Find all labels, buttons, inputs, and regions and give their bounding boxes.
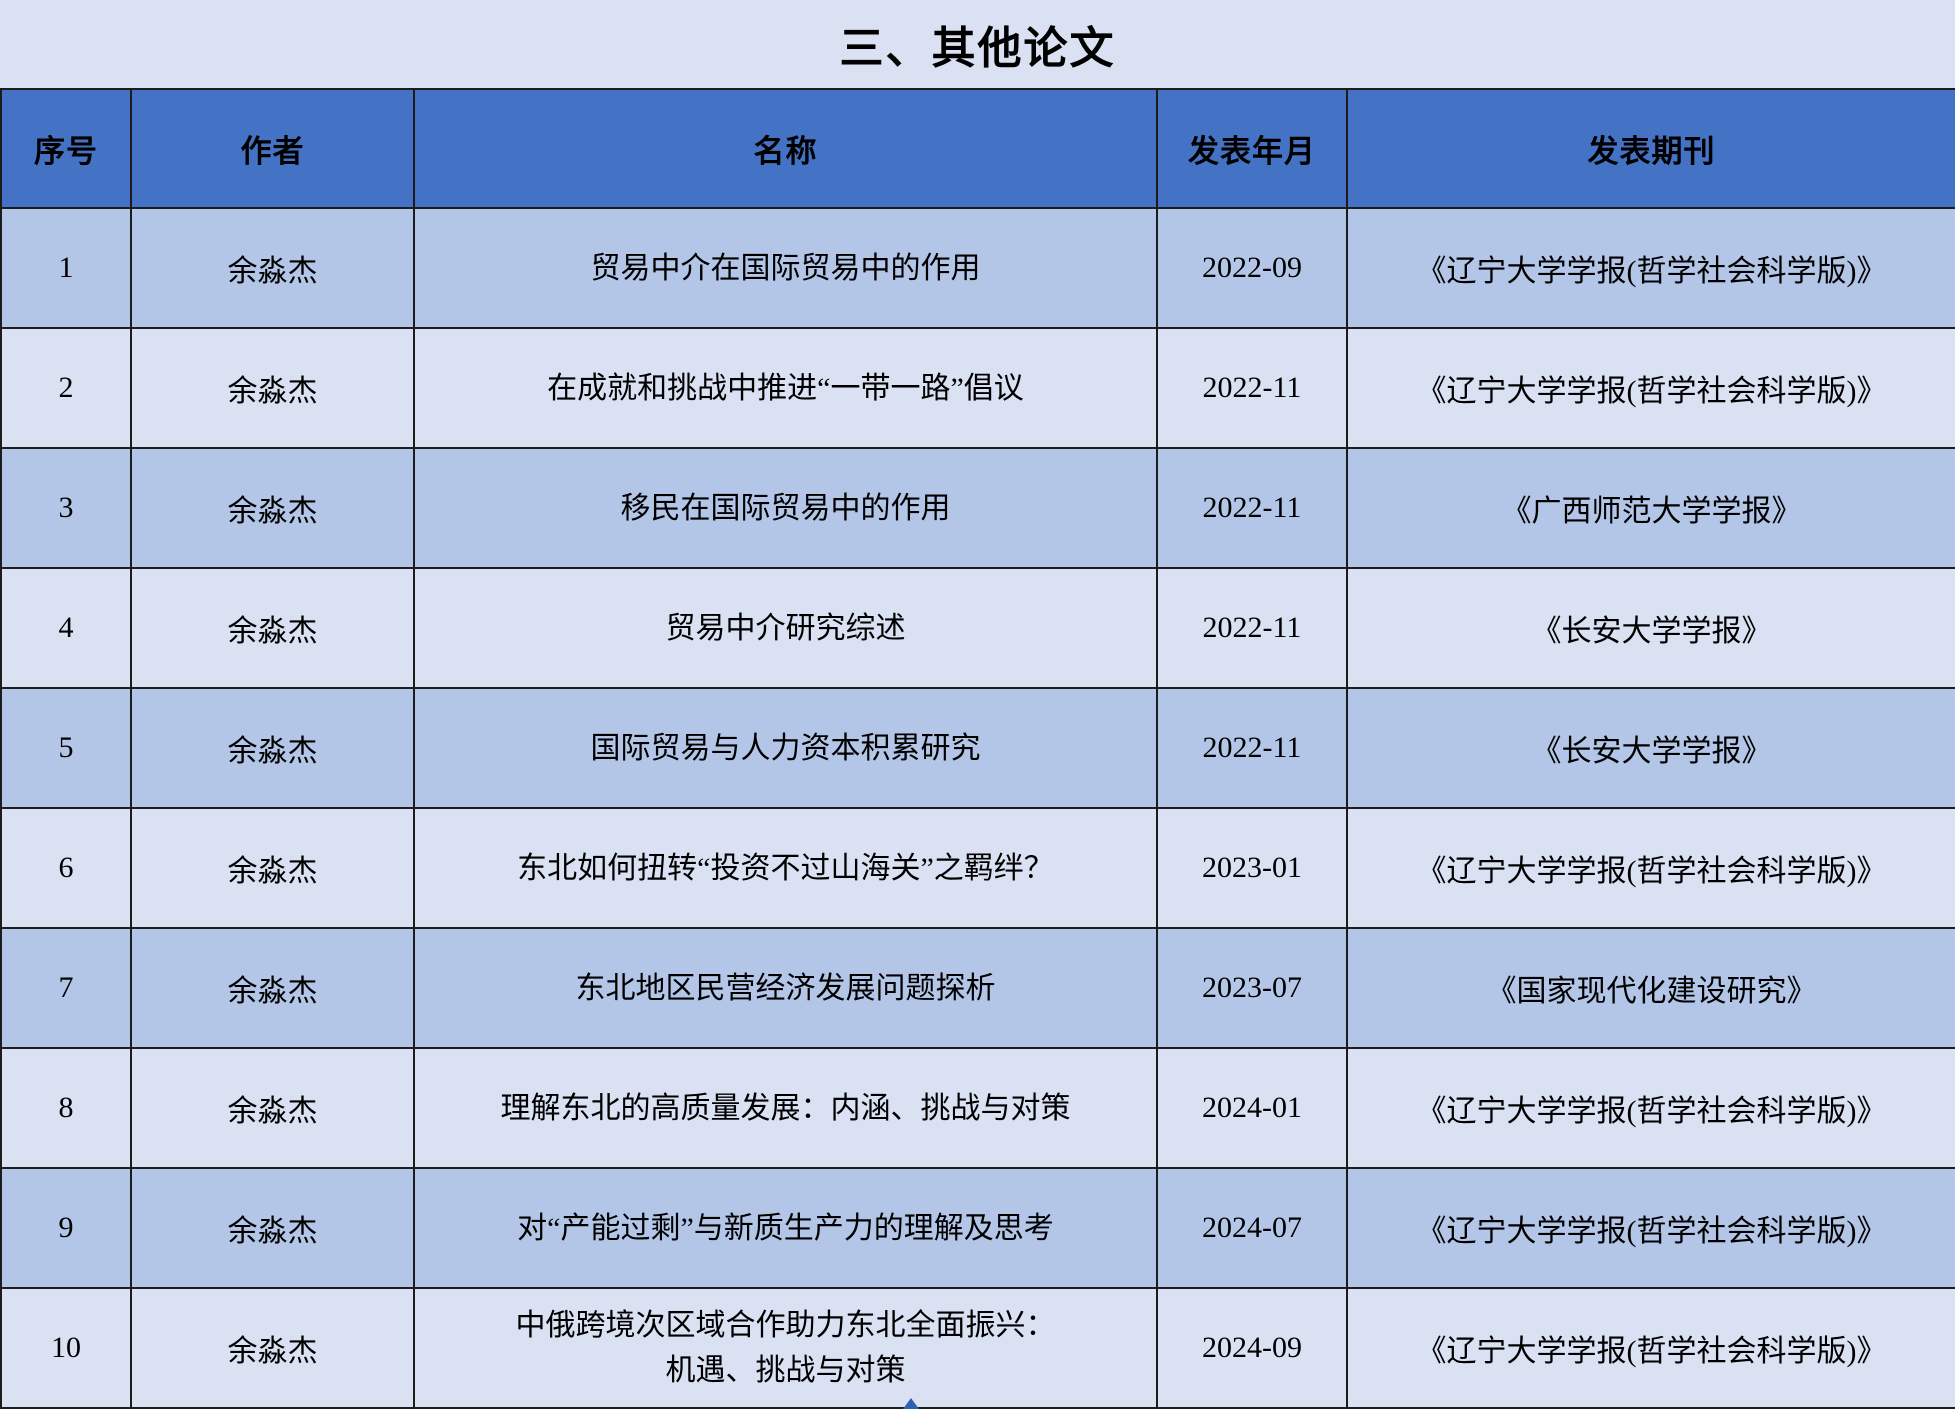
cell-paper-title: 在成就和挑战中推进“一带一路”倡议: [413, 327, 1158, 449]
cell-journal: 《长安大学学报》: [1346, 687, 1955, 809]
cell-author: 余淼杰: [130, 687, 415, 809]
cell-paper-title: 贸易中介在国际贸易中的作用: [413, 207, 1158, 329]
cell-author: 余淼杰: [130, 447, 415, 569]
cell-index: 9: [0, 1167, 132, 1289]
cell-author: 余淼杰: [130, 1167, 415, 1289]
table-row: 3 余淼杰 移民在国际贸易中的作用 2022-11 《广西师范大学学报》: [0, 447, 1955, 569]
cell-paper-title: 国际贸易与人力资本积累研究: [413, 687, 1158, 809]
cell-paper-title: 东北地区民营经济发展问题探析: [413, 927, 1158, 1049]
cell-author: 余淼杰: [130, 1047, 415, 1169]
table-row: 10 余淼杰 中俄跨境次区域合作助力东北全面振兴： 机遇、挑战与对策 2024-…: [0, 1287, 1955, 1409]
cell-date: 2024-01: [1156, 1047, 1348, 1169]
cell-journal: 《广西师范大学学报》: [1346, 447, 1955, 569]
cell-paper-title: 移民在国际贸易中的作用: [413, 447, 1158, 569]
cell-index: 5: [0, 687, 132, 809]
cell-index: 10: [0, 1287, 132, 1409]
cell-journal: 《辽宁大学学报(哲学社会科学版)》: [1346, 207, 1955, 329]
bottom-blue-marker: [903, 1398, 919, 1409]
col-header-journal: 发表期刊: [1346, 88, 1955, 209]
table-row: 4 余淼杰 贸易中介研究综述 2022-11 《长安大学学报》: [0, 567, 1955, 689]
col-header-date: 发表年月: [1156, 88, 1348, 209]
cell-author: 余淼杰: [130, 567, 415, 689]
cell-date: 2022-11: [1156, 447, 1348, 569]
table-row: 1 余淼杰 贸易中介在国际贸易中的作用 2022-09 《辽宁大学学报(哲学社会…: [0, 207, 1955, 329]
col-header-title: 名称: [413, 88, 1158, 209]
cell-date: 2022-11: [1156, 327, 1348, 449]
cell-date: 2023-01: [1156, 807, 1348, 929]
cell-date: 2022-11: [1156, 687, 1348, 809]
cell-paper-title: 东北如何扭转“投资不过山海关”之羁绊？: [413, 807, 1158, 929]
title-bar: 三、其他论文: [0, 0, 1955, 88]
col-header-index: 序号: [0, 88, 132, 209]
cell-paper-title: 贸易中介研究综述: [413, 567, 1158, 689]
table-header-row: 序号 作者 名称 发表年月 发表期刊: [0, 88, 1955, 209]
cell-author: 余淼杰: [130, 807, 415, 929]
table-row: 8 余淼杰 理解东北的高质量发展：内涵、挑战与对策 2024-01 《辽宁大学学…: [0, 1047, 1955, 1169]
cell-index: 8: [0, 1047, 132, 1169]
cell-date: 2022-09: [1156, 207, 1348, 329]
cell-index: 3: [0, 447, 132, 569]
table-row: 2 余淼杰 在成就和挑战中推进“一带一路”倡议 2022-11 《辽宁大学学报(…: [0, 327, 1955, 449]
papers-table: 序号 作者 名称 发表年月 发表期刊 1 余淼杰 贸易中介在国际贸易中的作用 2…: [0, 88, 1955, 1409]
cell-author: 余淼杰: [130, 327, 415, 449]
page-title: 三、其他论文: [839, 24, 1116, 73]
cell-paper-title: 对“产能过剩”与新质生产力的理解及思考: [413, 1167, 1158, 1289]
cell-date: 2024-09: [1156, 1287, 1348, 1409]
table-row: 5 余淼杰 国际贸易与人力资本积累研究 2022-11 《长安大学学报》: [0, 687, 1955, 809]
cell-journal: 《辽宁大学学报(哲学社会科学版)》: [1346, 1047, 1955, 1169]
cell-index: 4: [0, 567, 132, 689]
cell-journal: 《国家现代化建设研究》: [1346, 927, 1955, 1049]
cell-index: 7: [0, 927, 132, 1049]
cell-journal: 《辽宁大学学报(哲学社会科学版)》: [1346, 1287, 1955, 1409]
cell-index: 1: [0, 207, 132, 329]
table-row: 7 余淼杰 东北地区民营经济发展问题探析 2023-07 《国家现代化建设研究》: [0, 927, 1955, 1049]
table-row: 9 余淼杰 对“产能过剩”与新质生产力的理解及思考 2024-07 《辽宁大学学…: [0, 1167, 1955, 1289]
cell-paper-title: 中俄跨境次区域合作助力东北全面振兴： 机遇、挑战与对策: [413, 1287, 1158, 1409]
cell-index: 2: [0, 327, 132, 449]
cell-journal: 《长安大学学报》: [1346, 567, 1955, 689]
cell-index: 6: [0, 807, 132, 929]
cell-author: 余淼杰: [130, 207, 415, 329]
cell-journal: 《辽宁大学学报(哲学社会科学版)》: [1346, 327, 1955, 449]
cell-date: 2022-11: [1156, 567, 1348, 689]
cell-author: 余淼杰: [130, 927, 415, 1049]
col-header-author: 作者: [130, 88, 415, 209]
cell-author: 余淼杰: [130, 1287, 415, 1409]
cell-journal: 《辽宁大学学报(哲学社会科学版)》: [1346, 807, 1955, 929]
cell-date: 2024-07: [1156, 1167, 1348, 1289]
cell-journal: 《辽宁大学学报(哲学社会科学版)》: [1346, 1167, 1955, 1289]
cell-date: 2023-07: [1156, 927, 1348, 1049]
cell-paper-title: 理解东北的高质量发展：内涵、挑战与对策: [413, 1047, 1158, 1169]
table-row: 6 余淼杰 东北如何扭转“投资不过山海关”之羁绊？ 2023-01 《辽宁大学学…: [0, 807, 1955, 929]
